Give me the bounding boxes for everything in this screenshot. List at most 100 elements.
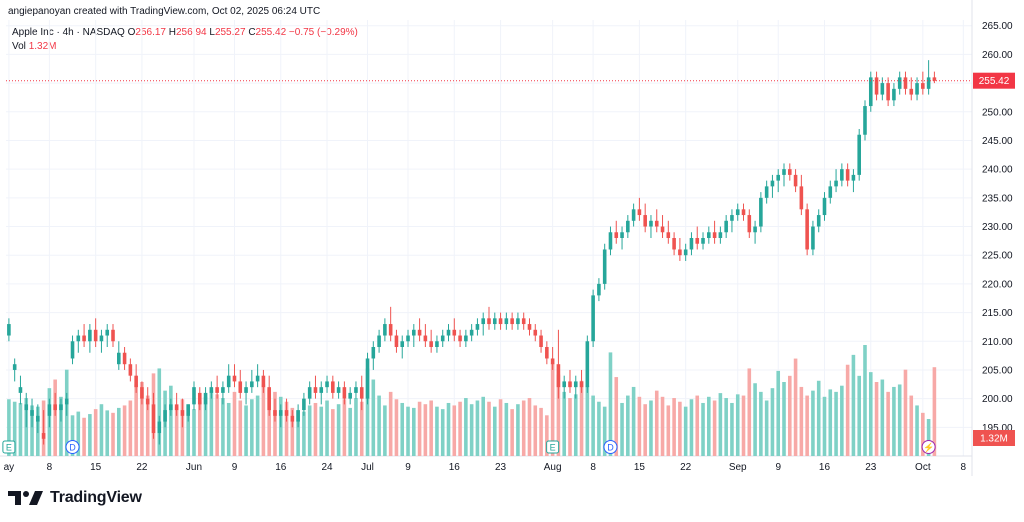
candle[interactable]	[348, 392, 352, 399]
candle[interactable]	[47, 404, 52, 416]
candle[interactable]	[683, 249, 688, 256]
candle[interactable]	[492, 318, 497, 325]
candle[interactable]	[799, 186, 804, 210]
candle[interactable]	[845, 169, 850, 181]
candle[interactable]	[111, 329, 115, 342]
candle[interactable]	[64, 398, 69, 405]
candle[interactable]	[539, 335, 543, 347]
candle[interactable]	[637, 209, 642, 216]
candle[interactable]	[342, 387, 347, 399]
candle[interactable]	[325, 381, 329, 388]
candle[interactable]	[811, 226, 815, 250]
candle[interactable]	[614, 232, 619, 238]
candle[interactable]	[886, 83, 890, 101]
candle[interactable]	[174, 404, 179, 411]
candle[interactable]	[82, 335, 86, 342]
candle[interactable]	[122, 352, 127, 365]
candle[interactable]	[446, 329, 451, 336]
candle[interactable]	[649, 220, 653, 227]
candle[interactable]	[59, 404, 63, 411]
candle[interactable]	[805, 209, 809, 250]
earnings-event-icon[interactable]	[546, 440, 560, 454]
candle[interactable]	[562, 381, 566, 388]
candle[interactable]	[753, 226, 757, 233]
candle[interactable]	[145, 398, 150, 405]
candle[interactable]	[828, 186, 833, 198]
candle[interactable]	[359, 387, 364, 399]
candle[interactable]	[822, 197, 827, 216]
candle[interactable]	[776, 174, 781, 181]
candle[interactable]	[377, 335, 381, 347]
candle[interactable]	[452, 329, 457, 336]
candle[interactable]	[868, 77, 873, 107]
candle[interactable]	[238, 381, 243, 393]
candle[interactable]	[672, 238, 676, 250]
candle[interactable]	[689, 238, 694, 250]
candle[interactable]	[88, 329, 92, 342]
candle[interactable]	[296, 410, 300, 422]
candle[interactable]	[394, 335, 399, 347]
candle[interactable]	[30, 410, 34, 416]
candle[interactable]	[469, 329, 474, 336]
candle[interactable]	[932, 77, 937, 81]
candle[interactable]	[533, 329, 538, 336]
candle[interactable]	[747, 215, 752, 233]
candle[interactable]	[400, 341, 405, 347]
candle[interactable]	[435, 341, 439, 347]
candle[interactable]	[365, 358, 370, 399]
candle[interactable]	[834, 180, 838, 187]
candle[interactable]	[585, 341, 590, 388]
candle[interactable]	[458, 335, 462, 342]
candle[interactable]	[140, 387, 144, 399]
candle[interactable]	[192, 387, 196, 405]
candle[interactable]	[840, 169, 844, 181]
candle[interactable]	[93, 329, 98, 342]
candle[interactable]	[718, 232, 723, 238]
candle[interactable]	[863, 106, 867, 135]
candle[interactable]	[510, 318, 514, 325]
candle[interactable]	[770, 180, 775, 187]
candle[interactable]	[99, 335, 104, 342]
candle[interactable]	[157, 421, 162, 434]
candle[interactable]	[134, 375, 138, 388]
candle[interactable]	[568, 381, 572, 388]
candle[interactable]	[302, 398, 306, 411]
candle[interactable]	[487, 318, 491, 325]
candle[interactable]	[654, 220, 659, 227]
candle[interactable]	[261, 375, 266, 388]
candle[interactable]	[579, 381, 584, 388]
earnings-event-icon[interactable]	[2, 440, 16, 454]
candle[interactable]	[730, 215, 734, 221]
candle[interactable]	[793, 174, 798, 187]
candle[interactable]	[550, 358, 555, 365]
candle[interactable]	[267, 387, 271, 411]
candle[interactable]	[163, 410, 167, 422]
candle[interactable]	[417, 329, 422, 336]
candle[interactable]	[909, 88, 914, 95]
candle[interactable]	[591, 295, 595, 342]
candle[interactable]	[209, 387, 214, 393]
candle[interactable]	[545, 347, 549, 359]
candle[interactable]	[915, 83, 919, 95]
candle[interactable]	[331, 381, 335, 393]
candle[interactable]	[475, 324, 480, 330]
candle[interactable]	[232, 375, 237, 382]
candle[interactable]	[290, 415, 295, 422]
candle[interactable]	[203, 392, 208, 405]
candle[interactable]	[897, 77, 902, 89]
candle[interactable]	[816, 215, 821, 227]
candle[interactable]	[759, 197, 763, 227]
candle[interactable]	[186, 404, 191, 416]
candle[interactable]	[388, 324, 393, 336]
candle[interactable]	[666, 232, 671, 238]
candle[interactable]	[626, 220, 630, 233]
candle[interactable]	[412, 329, 416, 336]
candle[interactable]	[105, 329, 110, 336]
candle[interactable]	[273, 410, 277, 416]
candle[interactable]	[926, 77, 931, 89]
candle[interactable]	[7, 324, 11, 336]
candle[interactable]	[787, 169, 792, 175]
candle[interactable]	[880, 83, 885, 95]
flash-event-icon[interactable]	[921, 440, 936, 454]
candle[interactable]	[255, 375, 260, 382]
